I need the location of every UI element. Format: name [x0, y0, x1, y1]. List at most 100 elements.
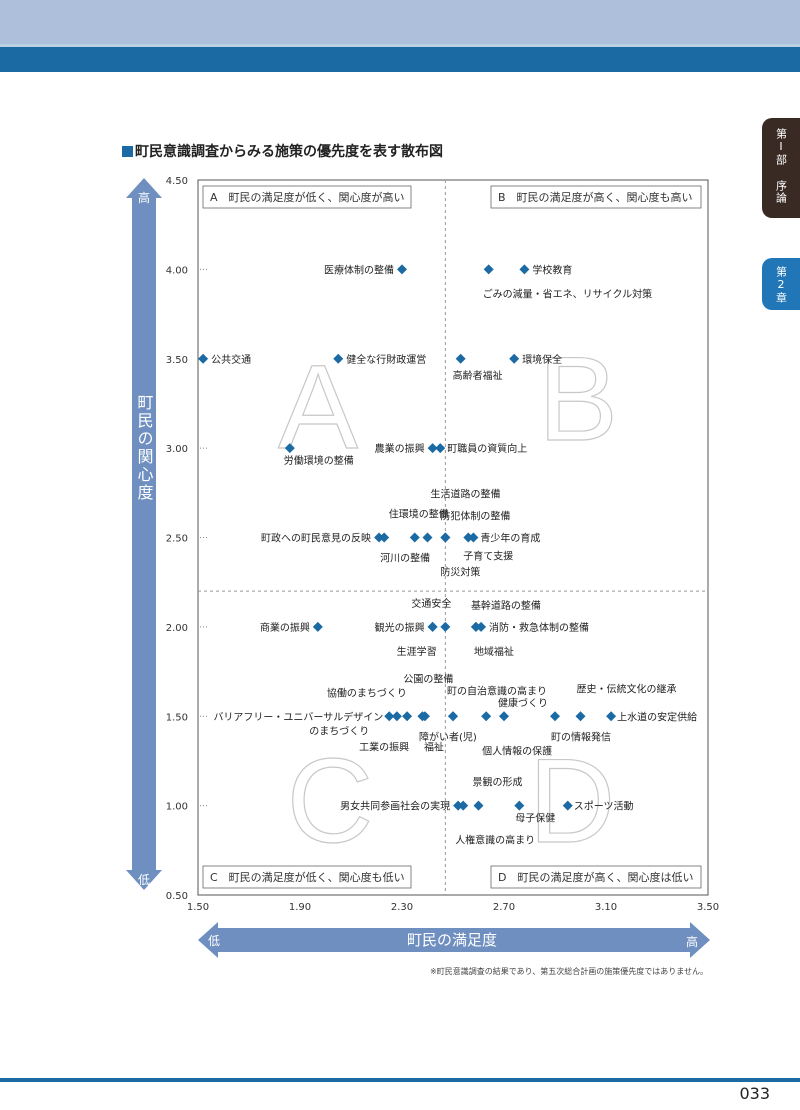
- footnote: ※町民意識調査の結果であり、第五次総合計画の施策優先度ではありません。: [430, 967, 709, 976]
- point-label-30: 障がい者(児): [419, 730, 477, 743]
- data-point-12: [409, 532, 420, 543]
- point-label-19: 観光の振興: [375, 621, 425, 634]
- y-tick-label: 4.00: [166, 265, 188, 276]
- data-point-2: [519, 264, 530, 275]
- data-point-36: [606, 711, 617, 722]
- quadrant-letter-a: A: [278, 340, 358, 474]
- data-point-40: [514, 800, 525, 811]
- data-point-7: [284, 443, 295, 454]
- quadrant-box-c: [202, 865, 412, 889]
- point-label-28: 公園の整備: [403, 672, 453, 685]
- y-tick-label: 4.50: [166, 176, 188, 187]
- point-label-40: 母子保健: [515, 812, 555, 825]
- data-point-6: [509, 353, 520, 364]
- tab-part-1-label: 第Ⅰ部 序論: [774, 128, 788, 204]
- data-point-13: [422, 532, 433, 543]
- y-tick-label: 2.50: [166, 534, 188, 545]
- point-label-41: スポーツ活動: [574, 800, 634, 813]
- point-label-9: 町職員の資質向上: [447, 442, 527, 455]
- header-band: [0, 0, 800, 44]
- point-label-37: 男女共同参画社会の実現: [340, 800, 450, 813]
- data-point-10: [374, 532, 385, 543]
- tab-chapter-2[interactable]: 第2章: [762, 258, 800, 310]
- point-label-22: 基幹道路の整備: [471, 599, 541, 612]
- point-label-2: 学校教育: [532, 263, 572, 276]
- title-square-icon: [122, 145, 133, 157]
- x-axis-title: 町民の満足度: [407, 931, 497, 949]
- point-label-6: 環境保全: [522, 353, 562, 366]
- data-point-16: [468, 532, 479, 543]
- data-point-34: [550, 711, 560, 722]
- point-label-0: 医療体制の整備: [324, 263, 394, 276]
- y-tick-label: 0.50: [166, 891, 188, 902]
- header-stripe: [0, 44, 800, 72]
- point-label-33: 健康づくり: [498, 696, 548, 709]
- point-label-3: 公共交通: [211, 353, 251, 366]
- data-point-15: [463, 532, 474, 543]
- data-point-41: [562, 800, 573, 811]
- point-label-31: 町の自治意識の高まり: [447, 684, 547, 697]
- data-point-33: [499, 711, 509, 722]
- quadrant-box-b: [490, 185, 702, 209]
- header-divider: [0, 44, 800, 47]
- x-tick-label: 2.70: [493, 902, 515, 913]
- quadrant-label-c: C 町民の満足度が低く、関心度も低い: [210, 870, 405, 884]
- data-point-5: [455, 353, 466, 364]
- data-point-23: [476, 621, 487, 632]
- quadrant-label-d: D 町民の満足度が高く、関心度は低い: [498, 870, 693, 884]
- data-point-4: [333, 353, 344, 364]
- point-label-15: 子育て支援: [463, 550, 513, 563]
- point-label-17: 防災対策: [440, 566, 480, 579]
- point-label-11: 河川の整備: [380, 552, 430, 565]
- x-tick-label: 3.50: [697, 902, 719, 913]
- tab-chapter-2-label: 第2章: [774, 266, 788, 304]
- point-label-34: 町の情報発信: [551, 730, 611, 743]
- point-label-18: 商業の振興: [260, 621, 310, 634]
- point-label-5: 高齢者福祉: [453, 369, 503, 382]
- point-label-36: 上水道の安定供給: [617, 710, 697, 723]
- quadrant-label-a: A 町民の満足度が低く、関心度が高い: [210, 190, 405, 204]
- data-point-20: [427, 621, 438, 632]
- point-label-35: 歴史・伝統文化の継承: [577, 682, 677, 695]
- chart-title: 町民意識調査からみる施策の優先度を表す散布図: [122, 141, 443, 161]
- data-point-35: [575, 711, 586, 722]
- data-point-31: [448, 711, 458, 722]
- y-tick-label: 1.50: [166, 712, 188, 723]
- data-point-0: [397, 264, 407, 275]
- x-axis-high-label: 高: [686, 934, 698, 949]
- quadrant-label-b: B 町民の満足度が高く、関心度も高い: [498, 190, 693, 204]
- point-label-38: 人権意識の高まり: [455, 834, 535, 847]
- data-point-26: [391, 711, 402, 722]
- point-label-21: 交通安全: [411, 597, 451, 610]
- point-label-4: 健全な行財政運営: [346, 353, 426, 366]
- y-tick-label: 2.00: [166, 623, 188, 634]
- y-tick-label: 3.50: [166, 355, 188, 366]
- point-label-16: 青少年の育成: [480, 532, 540, 545]
- footer-rule: [0, 1078, 800, 1082]
- y-axis-high-label: 高: [138, 190, 150, 205]
- quadrant-box-d: [490, 865, 702, 889]
- data-point-17: [440, 532, 451, 543]
- point-label-24: 地域福祉: [474, 645, 514, 658]
- y-axis-low-label: 低: [138, 873, 150, 887]
- data-point-25: [384, 711, 395, 722]
- point-label-7: 労働環境の整備: [284, 454, 354, 467]
- point-label-25: バリアフリー・ユニバーサルデザインのまちづくり: [213, 710, 383, 737]
- point-label-8: 農業の振興: [375, 442, 425, 455]
- y-axis-arrow: [126, 178, 162, 890]
- x-tick-label: 3.10: [595, 902, 617, 913]
- quadrant-letter-c: C: [287, 734, 374, 868]
- data-point-37: [453, 800, 464, 811]
- data-point-27: [402, 711, 413, 722]
- tab-part-1[interactable]: 第Ⅰ部 序論: [762, 118, 800, 218]
- data-point-24: [470, 621, 481, 632]
- x-axis-low-label: 低: [208, 934, 220, 948]
- data-point-21: [440, 621, 451, 632]
- point-label-26: 協働のまちづくり: [327, 686, 407, 699]
- point-label-12: 住環境の整備: [389, 508, 449, 521]
- data-point-29: [419, 711, 430, 722]
- x-tick-label: 2.30: [391, 902, 413, 913]
- point-label-14: 防犯体制の整備: [440, 510, 510, 523]
- x-tick-label: 1.50: [187, 902, 209, 913]
- point-label-29: 福祉: [424, 740, 444, 753]
